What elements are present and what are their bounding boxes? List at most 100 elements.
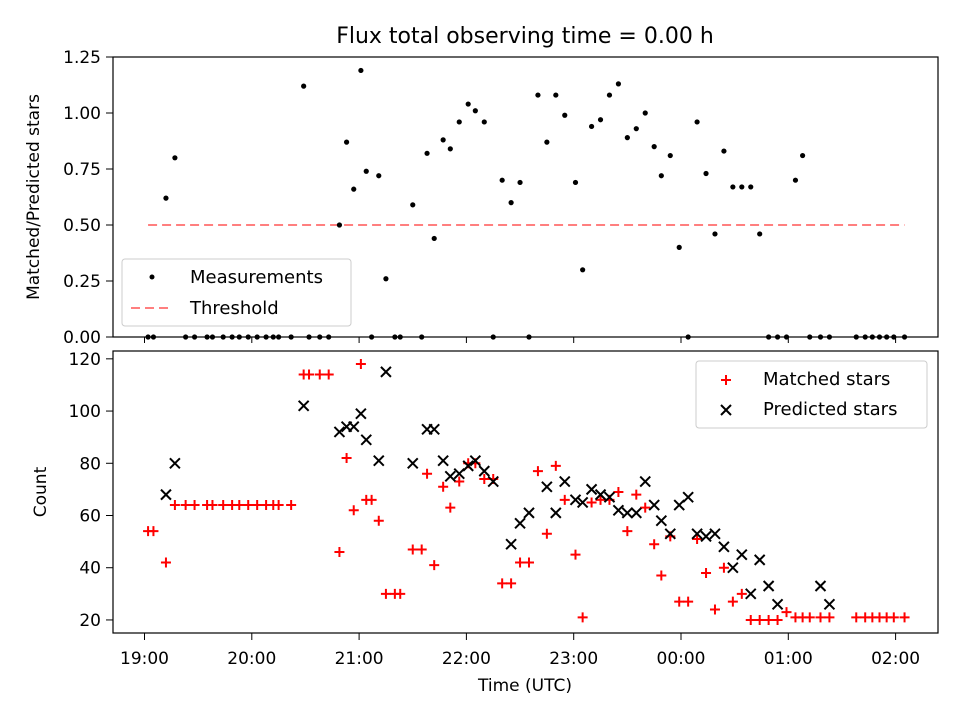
measurement-point	[383, 276, 389, 282]
measurement-point	[343, 139, 350, 145]
matched-star-point	[763, 614, 774, 625]
measurement-point	[721, 148, 727, 154]
predicted-star-point	[700, 530, 712, 543]
matched-star-point	[180, 500, 191, 511]
count-x-ticks: 19:00 20:00 21:00 22:00 23:00 00:00 01:00 02:00	[120, 633, 920, 669]
matched-star-point	[416, 544, 427, 555]
measurement-point	[667, 152, 673, 159]
predicted-star-point	[718, 541, 730, 553]
matched-star-point	[515, 557, 526, 568]
measurement-point	[658, 173, 664, 179]
predicted-star-point	[621, 507, 634, 519]
matched-star-point	[754, 614, 765, 625]
matched-star-point	[234, 500, 245, 511]
matched-star-point	[727, 596, 738, 607]
predicted-star-point	[297, 400, 310, 412]
matched-star-point	[273, 500, 284, 511]
matched-star-point	[366, 494, 377, 505]
measurement-point	[535, 92, 541, 98]
predicted-star-point	[762, 580, 775, 592]
predicted-star-point	[630, 507, 642, 519]
measurement-point	[757, 231, 763, 237]
count-x-tick-label: 01:00	[764, 649, 813, 669]
count-x-tick-label: 22:00	[442, 649, 491, 669]
count-x-tick-label: 23:00	[549, 649, 598, 669]
legend-threshold-label: Threshold	[189, 298, 279, 319]
predicted-star-point	[541, 481, 553, 493]
matched-star-point	[570, 549, 581, 560]
predicted-star-point	[727, 562, 739, 574]
predicted-star-point	[380, 366, 392, 378]
measurement-point	[301, 83, 307, 89]
legend-matched-marker	[721, 375, 731, 385]
matched-star-point	[674, 596, 685, 607]
predicted-star-point	[160, 488, 172, 501]
matched-star-point	[622, 526, 633, 537]
measurement-point	[676, 244, 682, 250]
predicted-star-point	[753, 554, 766, 566]
ratio-legend-box	[121, 258, 352, 327]
matched-star-point	[772, 614, 783, 625]
predicted-star-point	[585, 483, 598, 496]
ratio-y-tick-label: 0.00	[63, 328, 101, 348]
predicted-star-point	[462, 460, 474, 472]
ratio-y-axis-label: Matched/Predicted stars	[24, 94, 44, 300]
predicted-star-point	[453, 468, 465, 480]
matched-star-point	[595, 494, 606, 505]
chart-title: Flux total observing time = 0.00 h	[336, 24, 714, 49]
matched-star-point	[550, 460, 561, 471]
measurement-point	[336, 222, 343, 228]
measurement-point	[351, 186, 357, 192]
ratio-y-ticks: 0.00 0.25 0.50 0.75 1.00 1.25	[63, 48, 113, 348]
measurement-point	[424, 150, 430, 156]
predicted-star-point	[691, 528, 703, 540]
measurement-point	[739, 184, 745, 190]
measurement-point	[694, 119, 700, 125]
count-y-axis-label: Count	[31, 466, 51, 517]
count-panel: 20 40 60 80 100 120 19:00 20:00 21:00 22:00 23:00…	[31, 350, 939, 696]
matched-star-point	[286, 500, 297, 511]
matched-star-point	[314, 369, 325, 380]
matched-star-point	[148, 526, 159, 537]
matched-star-point	[577, 612, 588, 623]
matched-star-point	[334, 547, 345, 558]
legend-matched-label: Matched stars	[763, 369, 890, 390]
count-x-tick-label: 20:00	[227, 649, 276, 669]
legend-predicted-glyph	[720, 404, 732, 416]
predicted-star-point	[745, 588, 757, 600]
measurement-point	[572, 179, 579, 186]
matched-star-point	[304, 369, 315, 380]
measurement-point	[499, 177, 505, 183]
predicted-star-point	[523, 507, 535, 519]
count-y-tick-label: 60	[79, 507, 101, 527]
predicted-star-point	[603, 491, 616, 503]
predicted-star-point	[437, 454, 449, 467]
count-marks	[143, 359, 910, 625]
measurement-point	[508, 200, 514, 206]
count-y-tick-label: 80	[79, 454, 101, 474]
predicted-star-point	[444, 470, 457, 483]
matched-star-point	[541, 528, 552, 539]
count-y-tick-label: 100	[69, 402, 101, 422]
matched-star-point	[899, 612, 910, 623]
matched-star-point	[169, 500, 180, 511]
predicted-star-point	[664, 528, 676, 540]
matched-star-point	[479, 473, 490, 484]
predicted-star-point	[639, 475, 651, 488]
predicted-star-point	[333, 426, 346, 438]
predicted-star-point	[612, 504, 625, 516]
measurement-point	[440, 137, 446, 143]
matched-star-point	[640, 502, 651, 513]
ratio-y-tick-label: 0.25	[63, 272, 101, 292]
matched-star-point	[559, 494, 570, 505]
measurement-point	[163, 195, 169, 201]
predicted-star-point	[550, 507, 562, 519]
matched-star-point	[422, 468, 433, 479]
count-x-tick-label: 21:00	[335, 649, 384, 669]
measurement-point	[447, 146, 453, 152]
matched-star-point	[701, 567, 712, 578]
ratio-y-tick-label: 1.00	[63, 104, 101, 124]
matched-star-point	[207, 500, 218, 511]
measurement-point	[456, 119, 462, 125]
